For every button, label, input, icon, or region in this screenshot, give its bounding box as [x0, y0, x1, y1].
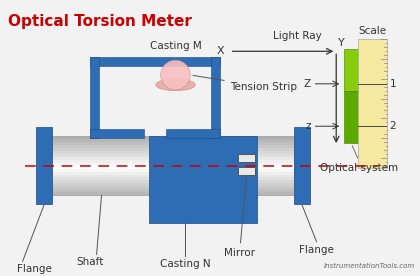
Text: Shaft: Shaft [76, 257, 103, 267]
Bar [37, 127, 52, 204]
Bar [344, 91, 358, 143]
Bar [50, 157, 294, 160]
Bar [50, 181, 294, 184]
Bar [50, 145, 294, 148]
Bar [50, 160, 294, 163]
Bar [211, 57, 220, 138]
Bar [90, 57, 99, 138]
Text: Optical Torsion Meter: Optical Torsion Meter [8, 14, 192, 29]
Bar [50, 192, 294, 196]
Bar [358, 39, 388, 168]
Bar [50, 166, 294, 169]
Text: Casting N: Casting N [160, 259, 211, 269]
Bar [90, 129, 144, 138]
Bar [50, 174, 294, 178]
Bar [50, 189, 294, 193]
Bar [344, 49, 358, 91]
Text: z: z [305, 121, 310, 131]
Bar [50, 163, 294, 166]
Text: 1: 1 [389, 79, 396, 89]
Bar [50, 186, 294, 190]
Text: Scale: Scale [359, 26, 387, 36]
Bar [294, 127, 310, 204]
Text: 2: 2 [389, 121, 396, 131]
Bar [50, 136, 294, 195]
Bar [238, 167, 255, 174]
Bar [50, 172, 294, 175]
Bar [50, 136, 294, 140]
Bar [90, 57, 220, 66]
Text: Y: Y [338, 38, 345, 48]
Bar [50, 154, 294, 157]
Bar [50, 148, 294, 151]
Text: Tension Strip: Tension Strip [193, 75, 297, 92]
Bar [50, 184, 294, 187]
Bar [165, 129, 220, 138]
Bar [50, 139, 294, 142]
Text: InstrumentationTools.com: InstrumentationTools.com [324, 263, 415, 269]
Bar [238, 154, 255, 162]
Text: Z: Z [304, 79, 310, 89]
Ellipse shape [156, 79, 195, 91]
Text: Light Ray: Light Ray [273, 31, 322, 41]
Bar [50, 177, 294, 181]
Bar [50, 169, 294, 172]
Text: Flange: Flange [299, 245, 334, 254]
Bar [149, 136, 257, 223]
Text: X: X [217, 46, 225, 56]
Text: Mirror: Mirror [224, 177, 255, 259]
Bar [50, 142, 294, 145]
Text: Optical system: Optical system [320, 163, 398, 173]
Text: Casting M: Casting M [150, 41, 201, 51]
Text: Flange: Flange [17, 264, 52, 274]
Bar [50, 151, 294, 154]
Ellipse shape [161, 60, 190, 90]
